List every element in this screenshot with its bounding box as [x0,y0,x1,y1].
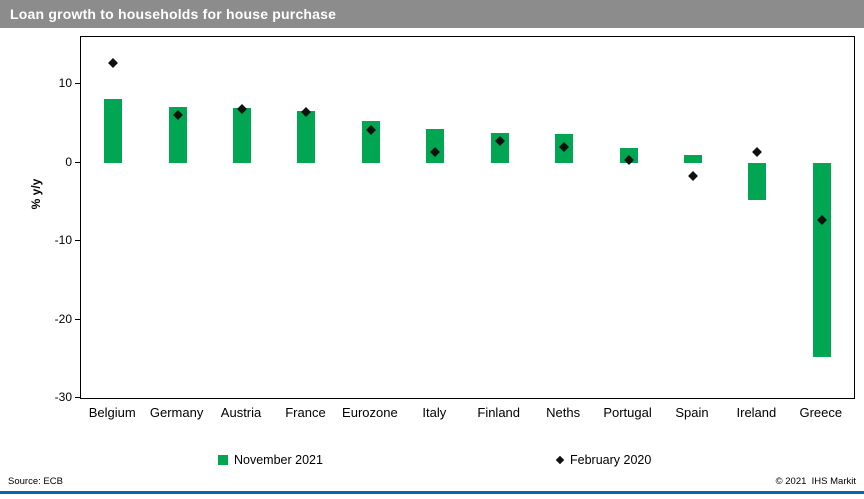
diamond-marker-spain [688,170,698,181]
x-axis-label-austria: Austria [220,405,262,420]
copyright-text: © 2021 IHS Markit [775,476,856,487]
y-tick-mark [75,318,80,320]
legend-item-february-2020: February 2020 [555,452,651,468]
x-axis-label-neths: Neths [546,405,581,420]
bar-eurozone [361,120,380,163]
bar-ireland [748,162,767,201]
legend-diamond-swatch-icon [555,455,565,465]
x-axis-label-france: France [285,405,326,420]
y-tick-mark [75,161,80,163]
x-axis-label-belgium: Belgium [88,405,136,420]
legend-label-february-2020: February 2020 [570,453,652,467]
x-axis-label-spain: Spain [675,405,709,420]
y-tick-mark [75,240,80,242]
x-axis-label-italy: Italy [422,405,447,420]
bar-germany [168,106,187,163]
bar-greece [812,162,831,358]
chart-title: Loan growth to households for house purc… [0,0,864,28]
x-axis-label-finland: Finland [477,405,521,420]
bar-italy [426,128,445,163]
footer-accent-rule [0,491,864,494]
y-tick-mark [75,397,80,398]
bar-austria [233,108,252,163]
legend-bar-swatch-icon [218,455,228,465]
y-tick-label-0: 0 [65,154,72,169]
diamond-marker-belgium [108,57,119,68]
y-axis-title: % y/y [29,178,43,210]
source-text: Source: ECB [8,476,63,487]
bar-belgium [104,98,123,163]
y-tick-label--10: -10 [54,233,72,248]
x-axis-label-portugal: Portugal [603,405,652,420]
y-tick-mark [75,83,80,85]
y-tick-label--20: -20 [54,311,72,326]
x-axis-label-greece: Greece [799,405,843,420]
bar-spain [683,154,702,163]
y-tick-label-10: 10 [58,76,72,91]
y-tick-label--30: -30 [54,390,72,404]
diamond-marker-ireland [752,147,763,158]
x-axis-label-ireland: Ireland [736,405,777,420]
x-axis-label-germany: Germany [149,405,204,420]
legend-item-november-2021: November 2021 [218,452,323,468]
bar-france [297,110,316,163]
legend-label-november-2021: November 2021 [234,453,323,467]
x-axis-label-eurozone: Eurozone [342,405,398,420]
plot-area [80,36,855,399]
